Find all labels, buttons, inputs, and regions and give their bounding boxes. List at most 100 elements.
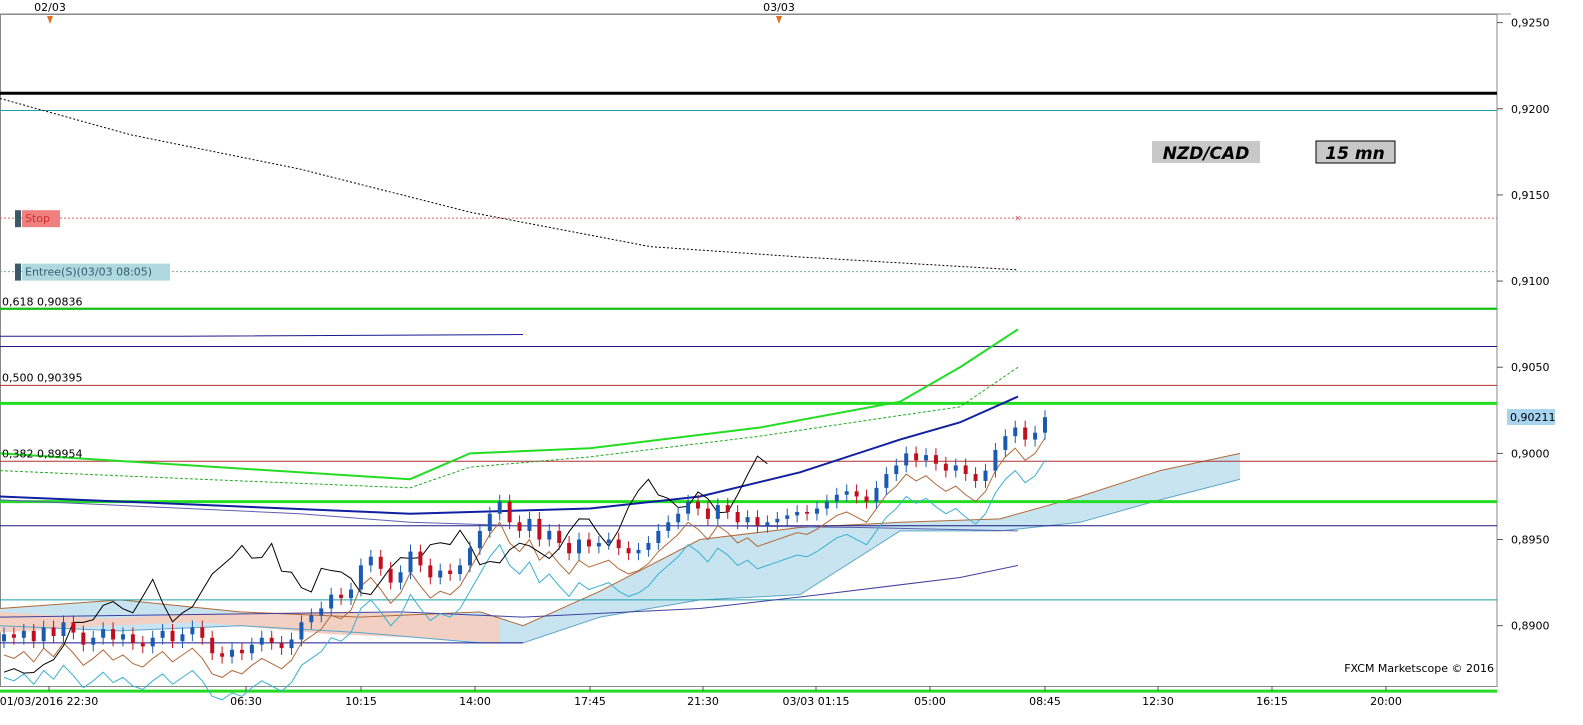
x-tick-label: 01/03/2016 22:30 [0, 695, 98, 708]
current-price-label: 0,90211 [1510, 411, 1556, 424]
candle-body [428, 565, 433, 578]
timeframe-label-bg [1315, 140, 1396, 164]
candle-body [537, 518, 542, 540]
chikou-line [3, 455, 768, 674]
x-tick-label: 17:45 [574, 695, 606, 708]
order-label: Entree(S)(03/03 08:05) [25, 266, 152, 279]
candles [2, 410, 1047, 664]
candle-body [160, 630, 165, 638]
candle-body [745, 517, 750, 523]
candle-body [2, 634, 6, 642]
candle-body [349, 589, 353, 599]
x-tick-label: 16:15 [1256, 695, 1288, 708]
candle-body [418, 551, 423, 566]
candle-body [101, 629, 106, 638]
x-tick-label: 12:30 [1142, 695, 1174, 708]
candle-body [507, 501, 512, 523]
candle-body [230, 649, 235, 657]
trend-dotted-line [0, 97, 1019, 271]
watermark: FXCM Marketscope © 2016 [1344, 662, 1494, 675]
ichimoku-cloud [0, 452, 1241, 644]
top-date-label: 03/03 [763, 1, 795, 14]
candle-body [289, 639, 294, 649]
candle-body [497, 501, 502, 514]
candle-body [527, 518, 532, 531]
fib-level-label: 0,618 0,90836 [2, 295, 82, 308]
candle-body [1013, 427, 1018, 437]
candle-body [904, 453, 909, 466]
grid-layer [0, 13, 1511, 687]
candle-body [279, 642, 284, 649]
candle-body [41, 627, 46, 642]
candle-body [943, 463, 948, 471]
y-tick-label: 0,9250 [1511, 17, 1550, 30]
candle-body [973, 474, 978, 481]
candle-body [368, 556, 373, 566]
candle-body [854, 491, 859, 497]
date-marker-icon [47, 16, 53, 24]
chart-labels: 02/03 03/03 0,618 0,90836 0,500 0,90395 0,38… [2, 1, 1556, 675]
candle-body [190, 627, 195, 635]
candle-body [666, 522, 671, 531]
candle-body [824, 501, 829, 509]
candle-body [567, 542, 572, 554]
candle-body [884, 474, 889, 488]
candle-body [517, 522, 522, 531]
x-tick-label: 20:00 [1370, 695, 1402, 708]
candle-body [805, 511, 810, 514]
candle-body [814, 508, 819, 514]
candle-body [448, 570, 453, 574]
candle-body [1003, 436, 1008, 450]
instrument-label-bg [1152, 141, 1260, 163]
candle-body [914, 453, 919, 461]
candle-body [299, 622, 304, 640]
kijun-line [3, 437, 1046, 678]
candle-body [933, 455, 938, 464]
candle-body [91, 637, 96, 645]
order-label-bg [22, 210, 60, 228]
x-tick-label: 14:00 [459, 695, 491, 708]
horizontal-levels [0, 91, 1497, 693]
candle-body [21, 630, 26, 638]
candle-body [686, 501, 691, 514]
candle-body [577, 539, 582, 554]
candle-body [547, 530, 552, 540]
candle-body [259, 637, 264, 645]
x-tick-label: 10:15 [345, 695, 377, 708]
candle-body [249, 644, 254, 654]
candle-body [725, 505, 730, 512]
candle-body [378, 556, 383, 569]
candle-body [765, 522, 770, 526]
x-tick-label: 03/03 01:15 [783, 695, 850, 708]
x-tick-label: 05:00 [914, 695, 946, 708]
candle-body [388, 568, 393, 583]
candle-body [636, 549, 641, 554]
candle-body [71, 622, 76, 633]
candle-body [61, 622, 66, 637]
tenkan-line [3, 460, 1046, 701]
top-date-label: 02/03 [34, 1, 66, 14]
y-tick-label: 0,9150 [1511, 189, 1550, 202]
stop-marker-icon: × [1014, 214, 1022, 224]
candle-body [477, 530, 482, 549]
y-tick-label: 0,9050 [1511, 361, 1550, 374]
x-tick-label: 21:30 [687, 695, 719, 708]
order-label-bg [22, 263, 170, 281]
candle-body [586, 539, 591, 547]
date-marker-icon [776, 16, 782, 24]
candle-body [11, 634, 16, 638]
y-tick-label: 0,8900 [1511, 620, 1550, 633]
candle-body [398, 572, 403, 583]
order-marker [15, 210, 21, 228]
candle-body [1023, 427, 1028, 440]
candle-body [170, 630, 175, 642]
candle-body [458, 565, 463, 574]
candle-body [200, 627, 205, 638]
indicator-lines [0, 97, 1046, 701]
candle-body [1033, 432, 1038, 440]
candle-body [51, 627, 56, 637]
candle-body [795, 511, 800, 516]
candle-body [596, 542, 601, 547]
